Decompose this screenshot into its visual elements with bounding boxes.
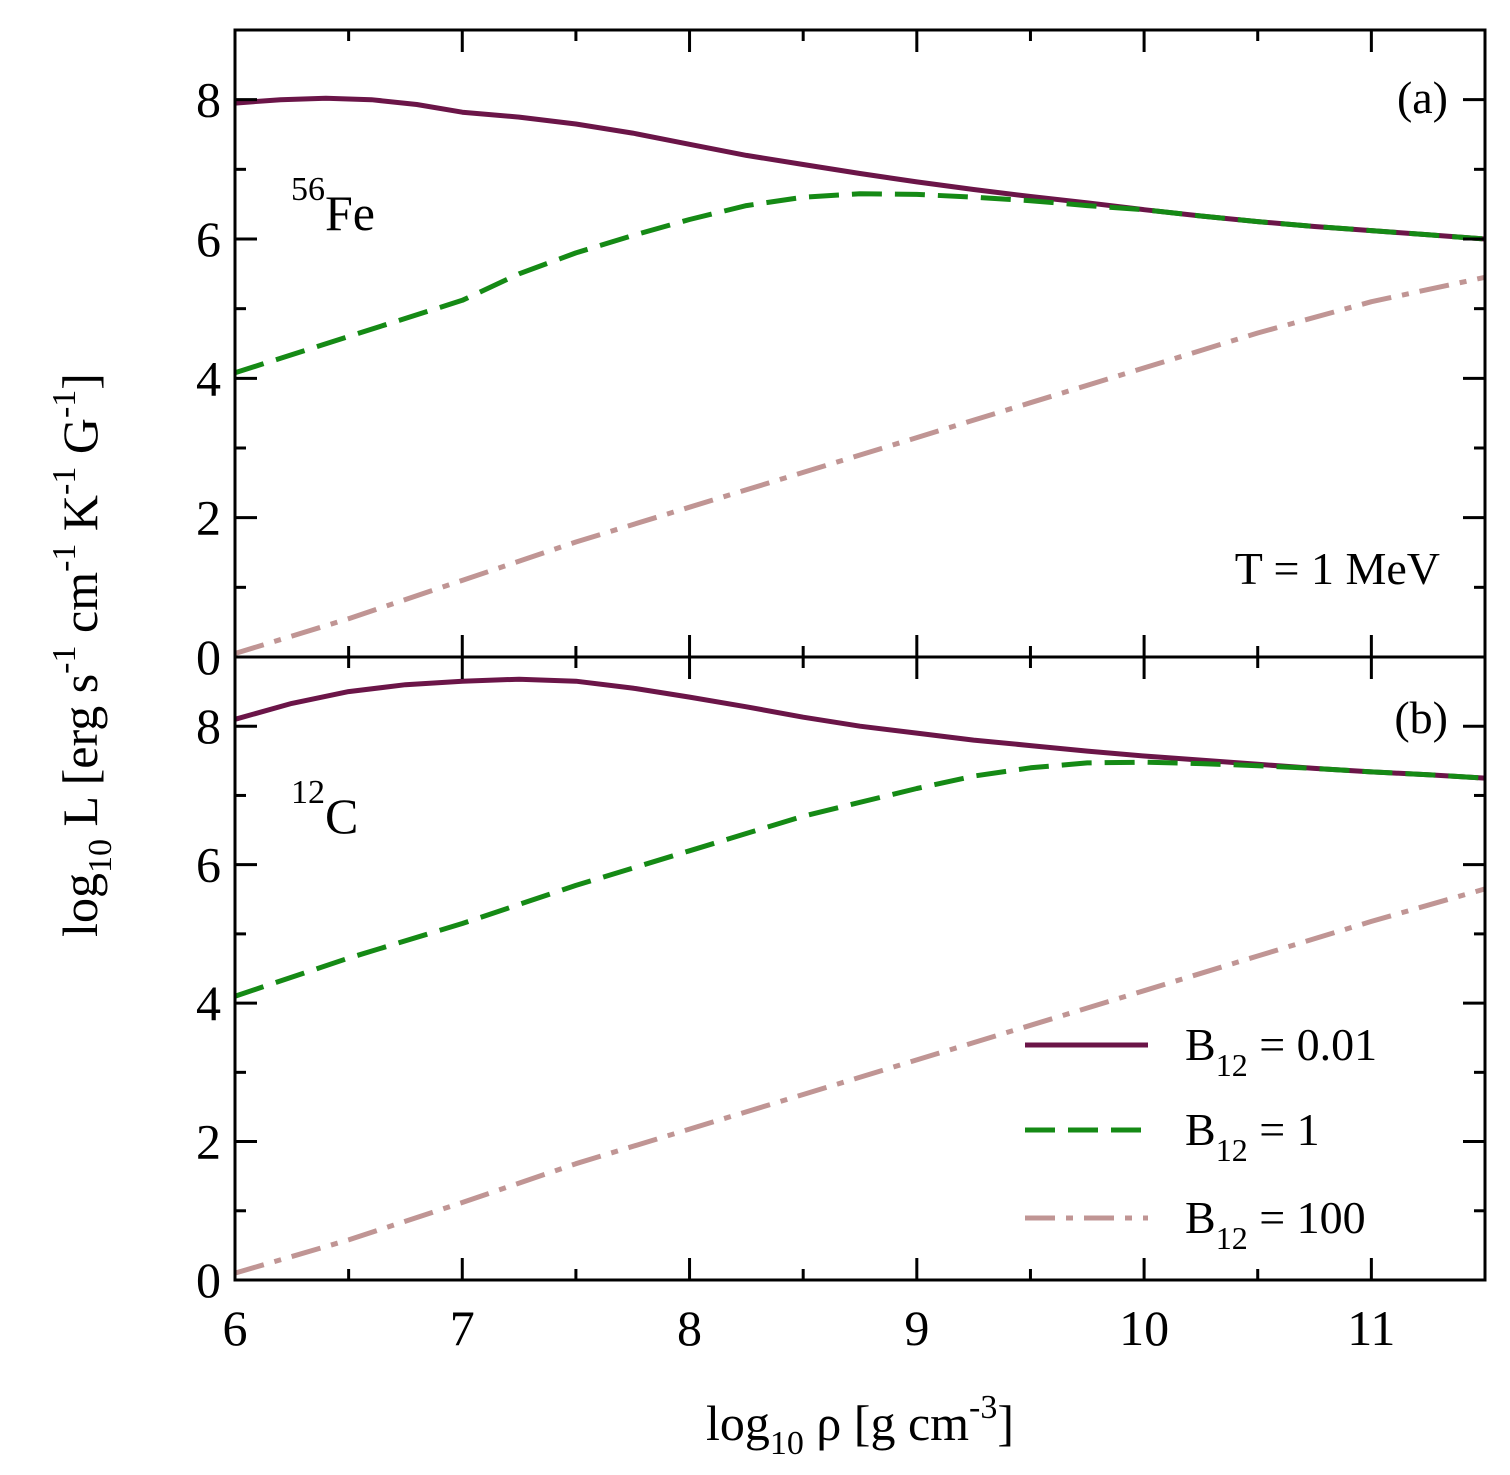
legend-symbol-2: B <box>1185 1104 1216 1155</box>
y-axis-label: log10 L [erg s-1 cm-1 K-1 G-1] <box>46 373 119 937</box>
y-label-exp1: -1 <box>46 645 83 673</box>
panel-b-element: C <box>325 788 358 844</box>
legend-sub-3: 12 <box>1216 1220 1248 1256</box>
panel-a-series-3-line <box>234 274 1486 656</box>
panel-a: 0 2 4 6 8 (a) 56Fe T = 1 MeV <box>196 28 1487 685</box>
y-label-k: K <box>52 495 108 544</box>
legend-value-2: = 1 <box>1248 1104 1320 1155</box>
y-label-exp4: -1 <box>46 390 83 418</box>
panel-b-y-tick-label: 0 <box>196 1252 221 1308</box>
legend-label-1: B12 = 0.01 <box>1185 1019 1377 1083</box>
panel-a-y-tick-label: 8 <box>196 72 221 128</box>
panel-b-y-tick-label: 2 <box>196 1114 221 1170</box>
panel-b-nucleus: 12C <box>291 774 358 844</box>
legend-item-3: B12 = 100 <box>1025 1192 1366 1256</box>
panel-a-series <box>234 95 1486 656</box>
legend-symbol-1: B <box>1185 1019 1216 1070</box>
temperature-annotation: T = 1 MeV <box>1235 543 1440 594</box>
x-label-exp: -3 <box>969 1389 997 1426</box>
panel-a-label: (a) <box>1397 72 1448 123</box>
panel-b-series-1-line <box>234 676 1486 781</box>
x-axis-label: log10 ρ [g cm-3] <box>706 1389 1014 1462</box>
legend-sub-1: 12 <box>1216 1047 1248 1083</box>
panel-a-element: Fe <box>325 185 375 241</box>
legend-item-2: B12 = 1 <box>1025 1104 1320 1168</box>
panel-b-ticks: 0 2 4 6 8 <box>196 655 1487 1308</box>
legend-value-3: = 100 <box>1248 1192 1366 1243</box>
panel-a-y-tick-label: 6 <box>196 211 221 267</box>
legend-symbol-3: B <box>1185 1192 1216 1243</box>
panel-a-series-1-line <box>234 95 1486 242</box>
x-label-log: log <box>706 1395 770 1451</box>
panel-a-y-tick-label: 0 <box>196 629 221 685</box>
panel-b-y-tick-label: 4 <box>196 975 221 1031</box>
x-label-main: ρ [g cm <box>804 1395 969 1451</box>
panel-a-y-tick-label: 4 <box>196 350 221 406</box>
panel-b-frame <box>233 655 1487 1282</box>
panel-a-nucleus: 56Fe <box>291 171 375 241</box>
y-label-exp2: -1 <box>46 544 83 572</box>
y-label-cm: cm <box>52 572 108 646</box>
panel-b-series-2-line <box>234 759 1486 999</box>
panel-b-mass-number: 12 <box>291 774 325 811</box>
y-label-log: log <box>52 873 108 937</box>
x-tick-label: 7 <box>450 1300 475 1356</box>
y-label-exp3: -1 <box>46 467 83 495</box>
y-label-g: G <box>52 418 108 467</box>
y-label-sub: 10 <box>82 839 119 873</box>
panel-a-y-tick-label: 2 <box>196 490 221 546</box>
x-tick-labels: 6 7 8 9 10 11 <box>223 1300 1396 1356</box>
panel-b-y-tick-label: 8 <box>196 698 221 754</box>
x-tick-label: 6 <box>223 1300 248 1356</box>
panel-b-series <box>234 676 1486 1276</box>
x-label-close: ] <box>997 1395 1014 1451</box>
legend-value-1: = 0.01 <box>1248 1019 1377 1070</box>
legend: B12 = 0.01 B12 = 1 B12 = 100 <box>1025 1019 1377 1256</box>
panel-a-series-2-line <box>234 191 1486 376</box>
legend-sub-2: 12 <box>1216 1132 1248 1168</box>
x-tick-label: 11 <box>1347 1300 1395 1356</box>
legend-label-2: B12 = 1 <box>1185 1104 1320 1168</box>
y-label-main: L [erg s <box>52 674 108 839</box>
panel-b-series-3-line <box>234 886 1486 1276</box>
legend-label-3: B12 = 100 <box>1185 1192 1366 1256</box>
legend-item-1: B12 = 0.01 <box>1025 1019 1377 1083</box>
panel-b-y-tick-label: 6 <box>196 837 221 893</box>
x-tick-label: 9 <box>904 1300 929 1356</box>
x-tick-label: 10 <box>1119 1300 1169 1356</box>
y-label-close: ] <box>52 373 108 390</box>
panel-a-mass-number: 56 <box>291 171 325 208</box>
panel-a-ticks: 0 2 4 6 8 <box>196 28 1487 685</box>
x-tick-label: 8 <box>677 1300 702 1356</box>
x-label-sub: 10 <box>770 1425 804 1462</box>
panel-b-label: (b) <box>1394 692 1448 743</box>
